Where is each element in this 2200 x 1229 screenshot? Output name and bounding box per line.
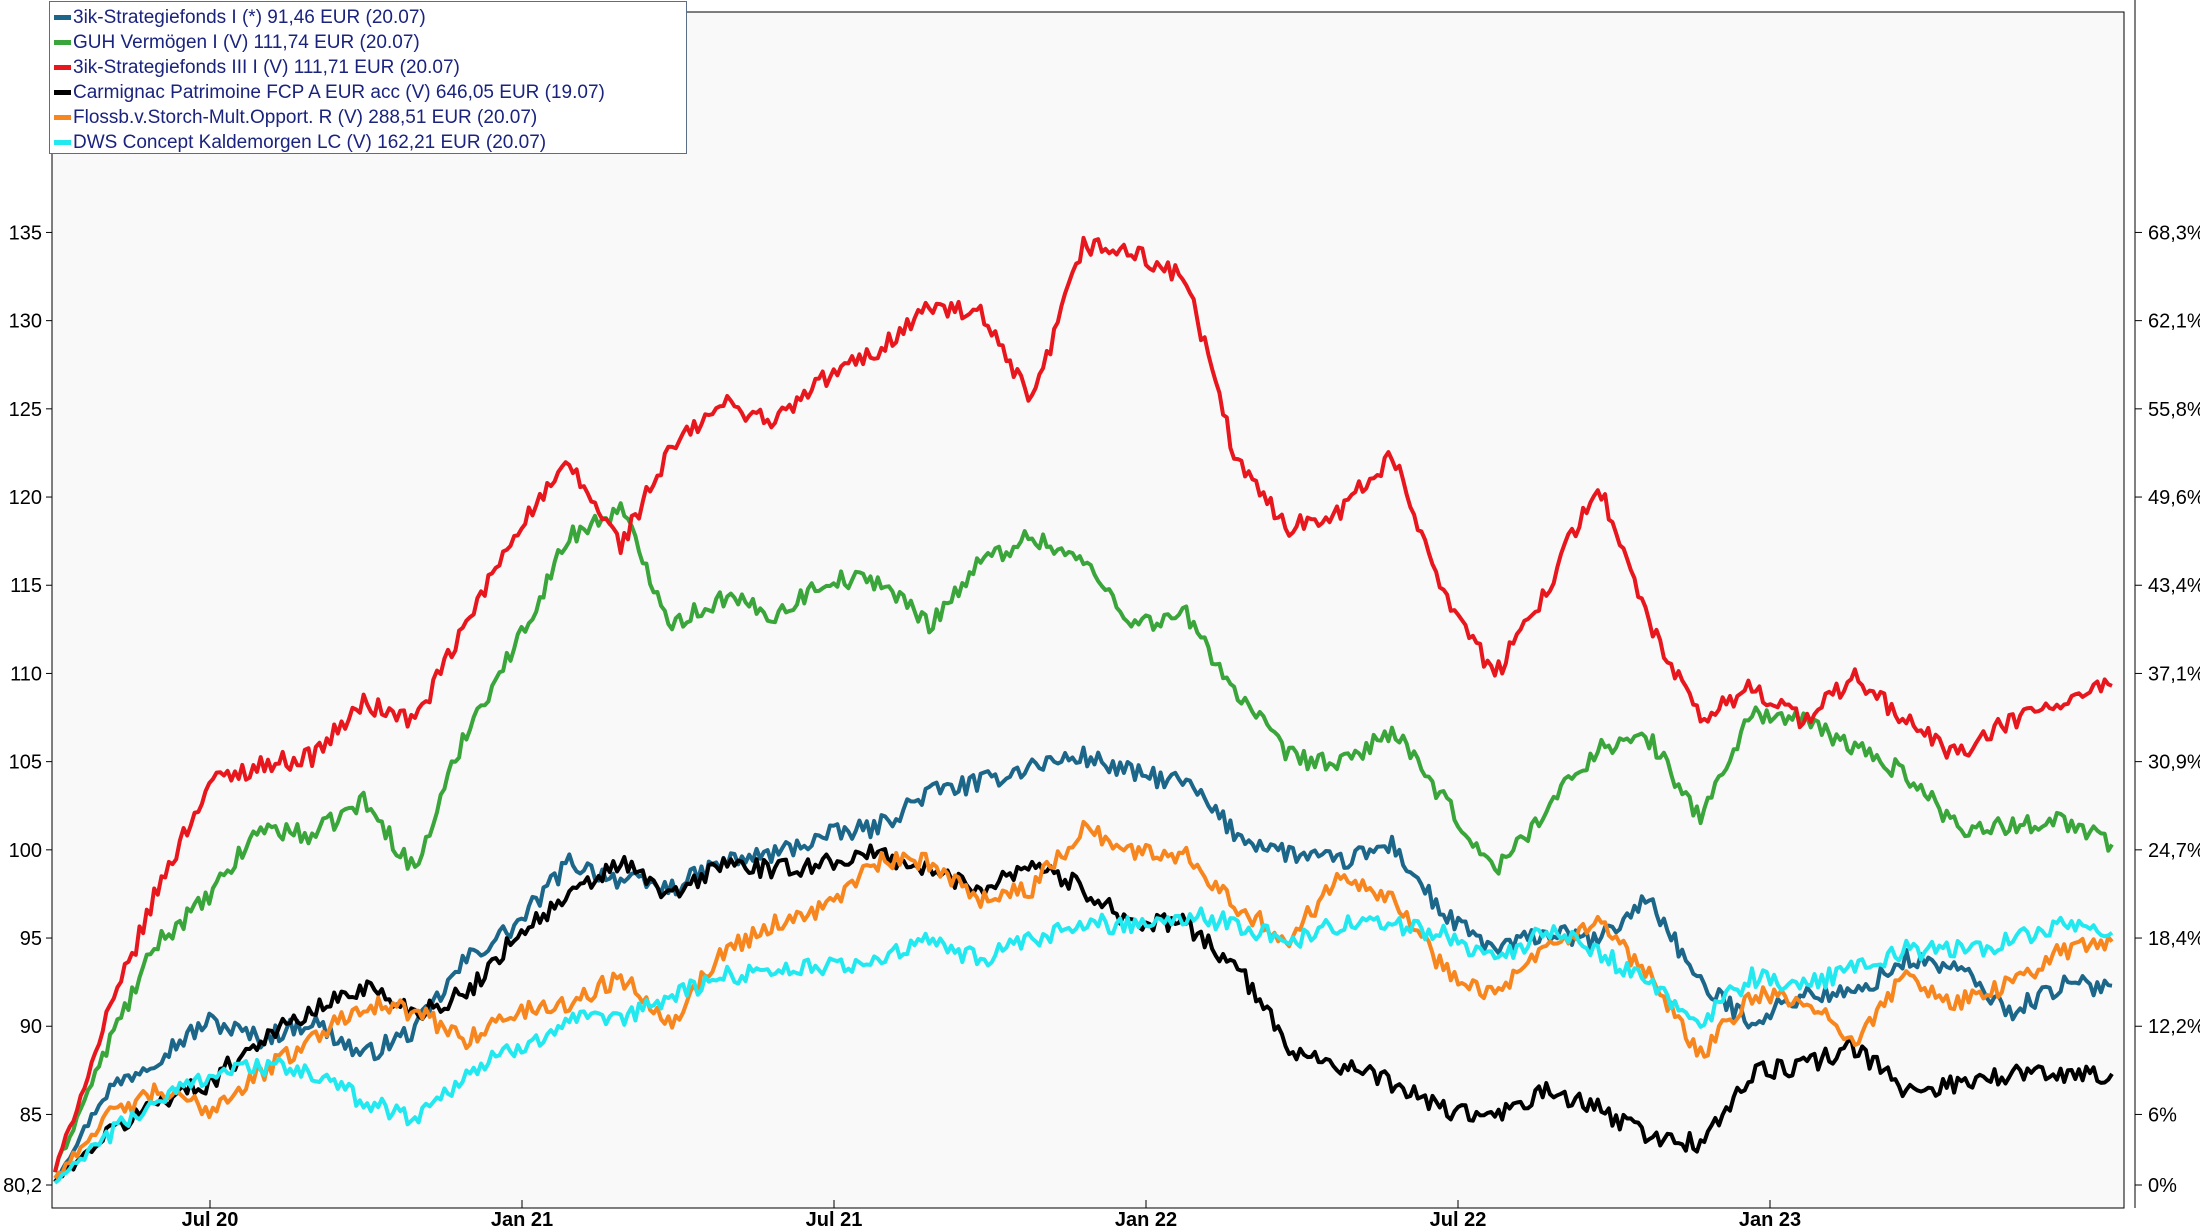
legend-swatch [54,40,71,45]
y-right-tick-label: 6% [2148,1104,2177,1126]
y-axis-left: 80,2 85 90 95 100 105 110 115 120 125 130 135 [3,222,52,1197]
legend-swatch [54,15,71,20]
legend-swatch [54,65,71,70]
x-tick-label: Jul 22 [1430,1209,1487,1229]
series-line [53,235,2113,1173]
y-right-tick-label: 0% [2148,1175,2177,1197]
y-left-tick-label: 105 [9,752,42,774]
y-left-tick-label: 115 [10,575,42,597]
series-line [53,819,2114,1180]
plot-area [51,11,2125,1209]
y-left-tick-label: 85 [20,1104,42,1126]
y-right-tick-label: 43,4% [2148,575,2200,597]
y-left-tick-label: 130 [9,311,42,333]
legend-label: Carmignac Patrimoine FCP A EUR acc (V) 6… [73,81,605,103]
x-tick-label: Jan 23 [1739,1209,1801,1229]
x-axis: Jul 20 Jan 21 Jul 21 Jan 22 Jul 22 Jan 23 [182,1200,1801,1229]
x-tick-label: Jan 22 [1115,1209,1177,1229]
legend-item[interactable]: DWS Concept Kaldemorgen LC (V) 162,21 EU… [54,130,686,155]
legend-label: GUH Vermögen I (V) 111,74 EUR (20.07) [73,31,420,53]
legend-swatch [54,140,71,145]
x-tick-label: Jan 21 [491,1209,553,1229]
y-left-tick-label: 125 [9,399,42,421]
legend-item[interactable]: Flossb.v.Storch-Mult.Opport. R (V) 288,5… [54,105,686,130]
series-line [53,501,2114,1173]
y-right-tick-label: 55,8% [2148,399,2200,421]
legend-swatch [54,90,71,95]
y-right-tick-label: 30,9% [2148,752,2200,774]
y-right-tick-label: 68,3% [2148,222,2200,244]
legend-item[interactable]: 3ik-Strategiefonds III I (V) 111,71 EUR … [54,55,686,80]
y-right-tick-label: 37,1% [2148,663,2200,685]
series-layer [53,235,2114,1185]
series-line [53,745,2113,1183]
y-axis-right: 0% 6% 12,2% 18,4% 24,7% 30,9% 37,1% 43,4% 49,6% 5… [2135,222,2200,1197]
y-right-tick-label: 18,4% [2148,928,2200,950]
legend-label: Flossb.v.Storch-Mult.Opport. R (V) 288,5… [73,106,538,128]
legend-label: DWS Concept Kaldemorgen LC (V) 162,21 EU… [73,131,547,153]
x-tick-label: Jul 21 [806,1209,863,1229]
chart-legend: 3ik-Strategiefonds I (*) 91,46 EUR (20.0… [49,1,687,154]
y-left-tick-label: 135 [9,222,42,244]
legend-item[interactable]: GUH Vermögen I (V) 111,74 EUR (20.07) [54,30,686,55]
legend-swatch [54,115,71,120]
y-left-tick-label: 80,2 [3,1175,42,1197]
y-right-tick-label: 24,7% [2148,840,2200,862]
y-left-tick-label: 110 [10,663,42,685]
y-left-tick-label: 100 [9,840,42,862]
y-left-tick-label: 90 [20,1016,42,1038]
legend-label: 3ik-Strategiefonds I (*) 91,46 EUR (20.0… [73,6,426,28]
x-tick-label: Jul 20 [182,1209,239,1229]
legend-item[interactable]: 3ik-Strategiefonds I (*) 91,46 EUR (20.0… [54,5,686,30]
y-left-tick-label: 120 [9,487,42,509]
series-line [53,906,2114,1185]
legend-label: 3ik-Strategiefonds III I (V) 111,71 EUR … [73,56,460,78]
y-right-tick-label: 49,6% [2148,487,2200,509]
y-right-tick-label: 62,1% [2148,311,2200,333]
legend-item[interactable]: Carmignac Patrimoine FCP A EUR acc (V) 6… [54,80,686,105]
y-left-tick-label: 95 [20,928,42,950]
y-right-tick-label: 12,2% [2148,1016,2200,1038]
